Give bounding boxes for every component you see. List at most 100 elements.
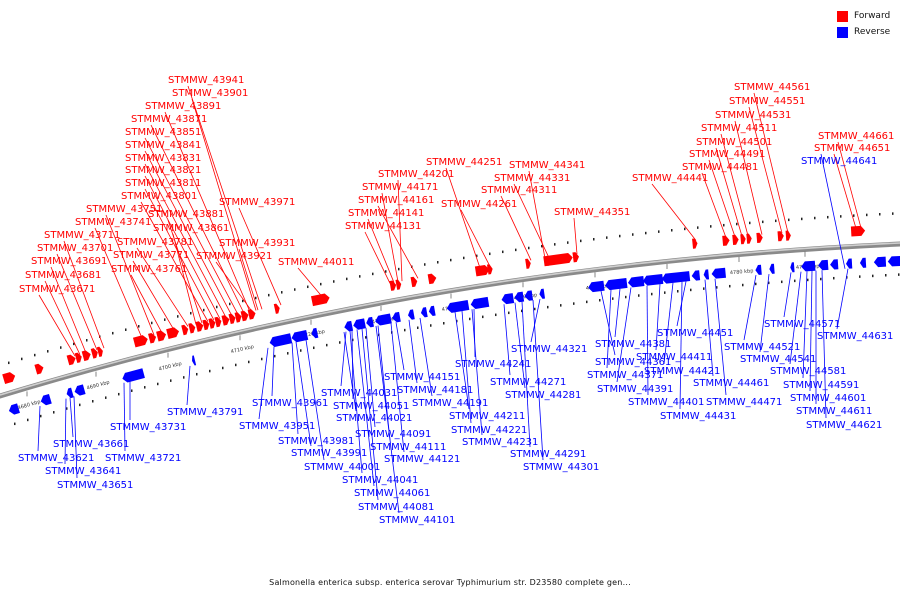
reverse-leader-line [340,331,347,387]
reverse-leader-line [73,396,78,479]
reverse-leader-line [836,268,849,330]
guide-dot-forward [619,234,621,238]
guide-dot-forward [827,215,829,219]
guide-dot-reverse [755,282,757,286]
gene-label-stmmw-44321: STMMW_44321 [511,344,587,355]
gene-label-stmmw-44541: STMMW_44541 [740,354,816,365]
gene-label-stmmw-44171: STMMW_44171 [362,182,438,193]
guide-dot-reverse [794,279,796,283]
gene-label-stmmw-44311: STMMW_44311 [481,185,557,196]
gene-label-stmmw-43731: STMMW_43731 [110,422,186,433]
guide-dot-forward [47,350,49,353]
guide-dot-forward [554,243,556,246]
guide-dot-forward [190,311,192,315]
legend-forward: Forward [837,8,890,24]
forward-gene-arrow [148,332,157,344]
reverse-leader-line [64,398,67,465]
gene-label-stmmw-44521: STMMW_44521 [724,342,800,353]
forward-leader-line [715,147,743,237]
reverse-gene-arrow [845,258,853,269]
forward-gene-arrow [525,258,531,269]
gene-label-stmmw-43711: STMMW_43711 [44,230,120,241]
forward-leader-line [191,98,257,311]
gene-label-stmmw-44061: STMMW_44061 [354,488,430,499]
guide-dot-reverse [326,343,328,347]
guide-dot-reverse [781,280,783,284]
guide-dot-forward [60,346,62,349]
forward-leader-line [140,201,209,322]
reverse-leader-line [532,300,544,461]
forward-leader-line [753,92,789,233]
guide-dot-forward [866,213,868,217]
guide-dot-reverse [742,283,744,287]
guide-dot-forward [177,315,179,318]
forward-leader-line [377,205,419,279]
gene-label-stmmw-44381: STMMW_44381 [595,339,671,350]
guide-dot-forward [229,302,231,306]
reverse-leader-line [743,275,757,341]
guide-dot-forward [268,293,270,297]
gene-label-stmmw-44211: STMMW_44211 [449,411,525,422]
guide-dot-reverse [417,326,419,330]
guide-dot-reverse [300,349,302,352]
reverse-gene-arrow [366,316,375,328]
gene-label-stmmw-44651: STMMW_44651 [814,143,890,154]
reverse-gene-arrow [311,327,319,339]
reverse-leader-line [614,288,621,338]
forward-leader-line [651,183,697,241]
forward-leader-line [367,218,395,283]
forward-gene-arrow [546,252,573,266]
gene-label-stmmw-43691: STMMW_43691 [31,256,107,267]
gene-label-stmmw-44601: STMMW_44601 [790,393,866,404]
gene-label-stmmw-44431: STMMW_44431 [660,411,736,422]
guide-dot-forward [164,318,166,321]
guide-dot-reverse [716,286,718,289]
guide-dot-forward [372,272,374,276]
guide-dot-forward [697,226,699,229]
reverse-leader-line [295,341,312,447]
forward-leader-line [38,294,76,357]
forward-gene-arrow [228,313,236,325]
reverse-leader-line [676,281,687,327]
guide-dot-forward [125,328,127,331]
guide-dot-forward [502,250,504,254]
guide-dot-reverse [547,305,549,309]
backbone-highlight [0,242,900,396]
reverse-gene-arrow [524,290,534,301]
legend: Forward Reverse [837,8,890,40]
guide-dot-reverse [209,369,211,373]
gene-label-stmmw-44461: STMMW_44461 [693,378,769,389]
forward-leader-line [528,170,546,259]
guide-dot-reverse [27,418,29,422]
gene-label-stmmw-44351: STMMW_44351 [554,207,630,218]
forward-gene-arrow [221,315,230,326]
reverse-gene-arrow [711,267,726,279]
guide-dot-forward [801,217,803,221]
forward-gene-arrow [427,273,437,285]
gene-label-stmmw-44051: STMMW_44051 [333,401,409,412]
gene-label-stmmw-44551: STMMW_44551 [729,96,805,107]
guide-dot-reverse [807,278,809,282]
gene-label-stmmw-44181: STMMW_44181 [397,385,473,396]
gene-label-stmmw-43781: STMMW_43781 [117,237,193,248]
guide-dot-forward [879,212,881,216]
guide-dot-reverse [469,317,471,321]
reverse-leader-line [655,284,661,351]
reverse-leader-line [356,329,375,487]
reverse-gene-arrow [428,305,436,317]
reverse-gene-arrow [375,313,392,326]
gene-label-stmmw-44371: STMMW_44371 [587,370,663,381]
guide-dot-forward [333,280,335,283]
gene-label-stmmw-44641: STMMW_44641 [801,156,877,167]
gene-label-stmmw-43901: STMMW_43901 [172,88,248,99]
reverse-gene-arrow [501,293,515,305]
gene-label-stmmw-44091: STMMW_44091 [355,429,431,440]
guide-dot-reverse [508,311,510,315]
guide-dot-forward [684,227,686,231]
guide-dot-reverse [677,290,679,293]
gene-label-stmmw-44141: STMMW_44141 [348,208,424,219]
forward-gene-arrow [310,293,330,307]
gene-label-stmmw-43751: STMMW_43751 [86,204,162,215]
guide-dot-forward [671,229,673,232]
guide-dot-forward [450,258,452,262]
